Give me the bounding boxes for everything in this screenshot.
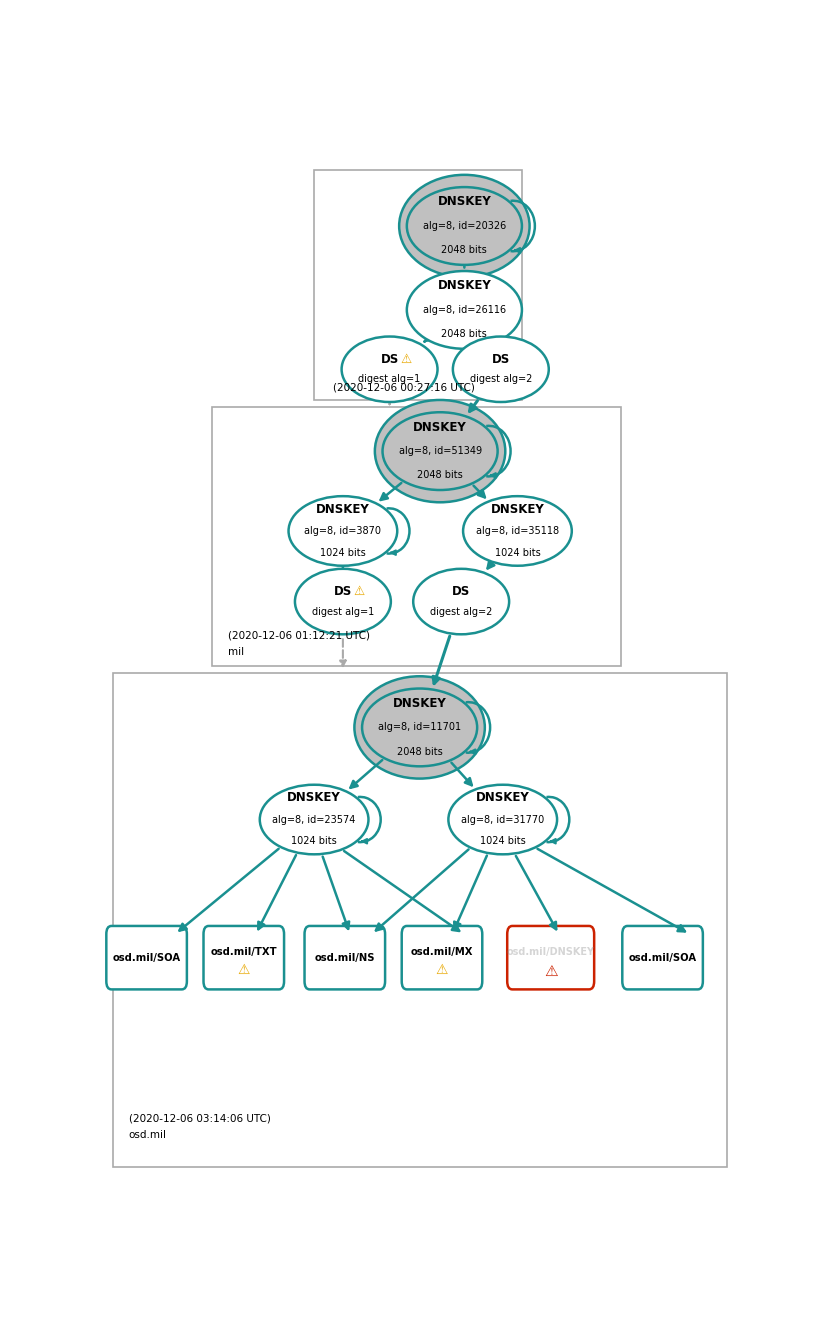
Text: 1024 bits: 1024 bits [494,548,540,558]
Text: ⚠: ⚠ [544,964,558,978]
Text: DNSKEY: DNSKEY [476,792,530,804]
Text: DNSKEY: DNSKEY [287,792,341,804]
Text: digest alg=2: digest alg=2 [430,607,493,617]
Ellipse shape [383,412,497,490]
Text: 1024 bits: 1024 bits [480,836,526,847]
Ellipse shape [407,187,522,264]
Text: alg=8, id=35118: alg=8, id=35118 [476,526,559,536]
Text: digest alg=1: digest alg=1 [358,375,421,384]
Text: DNSKEY: DNSKEY [491,502,544,516]
Text: osd.mil: osd.mil [129,1130,167,1140]
Text: osd.mil/DNSKEY: osd.mil/DNSKEY [507,946,595,957]
Text: DNSKEY: DNSKEY [316,502,370,516]
Ellipse shape [399,175,530,278]
Text: 1024 bits: 1024 bits [320,548,365,558]
FancyBboxPatch shape [314,170,522,400]
Text: alg=8, id=20326: alg=8, id=20326 [422,221,506,231]
FancyBboxPatch shape [402,926,483,989]
Text: DS: DS [380,352,398,365]
Text: 2048 bits: 2048 bits [441,330,488,339]
Ellipse shape [413,569,509,634]
Text: digest alg=1: digest alg=1 [312,607,374,617]
FancyBboxPatch shape [507,926,594,989]
Text: DNSKEY: DNSKEY [437,279,491,292]
Text: osd.mil/MX: osd.mil/MX [411,946,474,957]
Ellipse shape [407,271,522,348]
Text: alg=8, id=51349: alg=8, id=51349 [398,447,482,456]
Text: osd.mil/TXT: osd.mil/TXT [210,946,277,957]
Text: ⚠: ⚠ [238,964,250,977]
Ellipse shape [289,496,398,566]
Text: osd.mil/SOA: osd.mil/SOA [112,953,181,962]
FancyBboxPatch shape [212,407,621,666]
Ellipse shape [260,784,369,855]
Text: osd.mil/NS: osd.mil/NS [314,953,375,962]
Ellipse shape [449,784,557,855]
FancyBboxPatch shape [204,926,284,989]
Text: mil: mil [228,647,244,657]
Ellipse shape [453,336,549,401]
FancyBboxPatch shape [622,926,703,989]
Text: 1024 bits: 1024 bits [291,836,337,847]
Text: DS: DS [452,585,470,598]
Text: alg=8, id=11701: alg=8, id=11701 [378,723,461,732]
Text: DS: DS [334,585,352,598]
Ellipse shape [375,400,505,502]
Text: ⚠: ⚠ [400,352,411,365]
Text: alg=8, id=23574: alg=8, id=23574 [272,815,356,824]
Text: osd.mil/SOA: osd.mil/SOA [629,953,696,962]
FancyBboxPatch shape [113,674,727,1167]
Text: DS: DS [492,352,510,365]
Text: (2020-12-06 01:12:21 UTC): (2020-12-06 01:12:21 UTC) [228,630,370,641]
Text: DNSKEY: DNSKEY [393,696,446,710]
Text: digest alg=2: digest alg=2 [469,375,532,384]
Ellipse shape [342,336,437,401]
Text: (2020-12-06 03:14:06 UTC): (2020-12-06 03:14:06 UTC) [129,1114,271,1123]
Text: ⚠: ⚠ [436,964,448,977]
Text: ⚠: ⚠ [353,585,365,598]
Ellipse shape [295,569,391,634]
Text: alg=8, id=26116: alg=8, id=26116 [422,304,506,315]
Text: 2048 bits: 2048 bits [397,747,442,756]
Ellipse shape [355,676,485,779]
Text: 2048 bits: 2048 bits [441,245,488,255]
Text: DNSKEY: DNSKEY [413,420,467,433]
FancyBboxPatch shape [106,926,187,989]
Text: 2048 bits: 2048 bits [417,470,463,480]
Text: alg=8, id=31770: alg=8, id=31770 [461,815,544,824]
Text: DNSKEY: DNSKEY [437,195,491,209]
Text: alg=8, id=3870: alg=8, id=3870 [304,526,381,536]
Ellipse shape [362,688,477,767]
FancyBboxPatch shape [304,926,385,989]
Text: (2020-12-06 00:27:16 UTC): (2020-12-06 00:27:16 UTC) [333,383,475,393]
Ellipse shape [463,496,572,566]
